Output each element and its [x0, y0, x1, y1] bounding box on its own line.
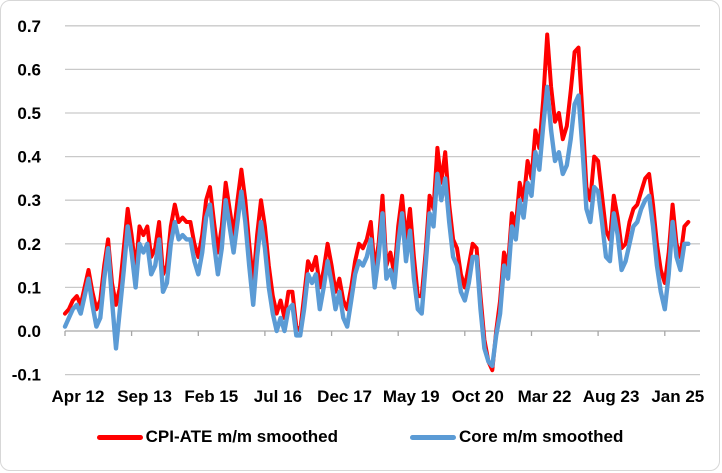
y-axis-label: 0.7: [17, 17, 41, 36]
x-axis-label: Jul 16: [254, 387, 302, 406]
legend-label-core: Core m/m smoothed: [459, 427, 624, 446]
y-axis-label: 0.0: [17, 322, 41, 341]
x-axis-label: Aug 23: [583, 387, 640, 406]
x-axis-label: Sep 13: [117, 387, 172, 406]
x-axis-label: Dec 17: [317, 387, 372, 406]
y-axis-label: 0.3: [17, 191, 41, 210]
legend-item-core: Core m/m smoothed: [410, 427, 623, 447]
x-axis-label: Feb 15: [184, 387, 238, 406]
x-axis-label: Jan 25: [651, 387, 704, 406]
legend-line-swatch-red: [96, 434, 143, 440]
chart-plot-area: 0.7 0.6 0.5 0.4 0.3 0.2 0.1 0.0 -0.1 Apr 12 Sep 13…: [12, 17, 705, 406]
y-axis-label: 0.5: [17, 104, 41, 123]
y-axis-label: 0.1: [17, 278, 41, 297]
legend-line-swatch-blue: [410, 434, 456, 440]
x-axis-label: May 19: [383, 387, 440, 406]
y-axis-label: 0.4: [17, 148, 41, 167]
x-axis-label: Mar 22: [518, 387, 572, 406]
legend-label-cpi-ate: CPI-ATE m/m smoothed: [145, 427, 338, 446]
y-axis-label: 0.6: [17, 60, 41, 79]
x-axis-label: Oct 20: [452, 387, 504, 406]
y-axis-label: 0.2: [17, 235, 41, 254]
series-line-cpi-ate: [63, 32, 691, 373]
x-axis-label: Apr 12: [52, 387, 105, 406]
series-line-core: [62, 84, 691, 369]
y-axis-label: -0.1: [12, 366, 41, 385]
chart-legend: CPI-ATE m/m smoothed Core m/m smoothed: [1, 427, 719, 447]
legend-item-cpi-ate: CPI-ATE m/m smoothed: [96, 427, 338, 447]
